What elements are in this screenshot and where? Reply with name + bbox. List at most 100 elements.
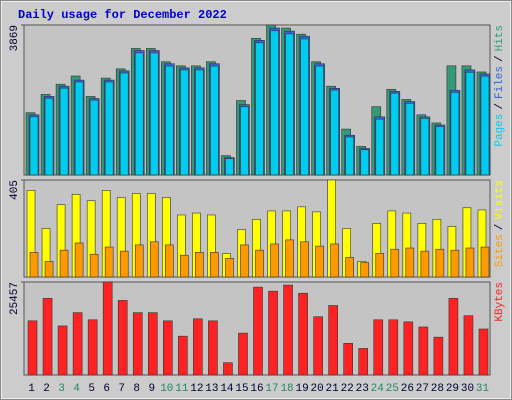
bar	[208, 320, 218, 376]
bar	[253, 286, 263, 376]
bar	[104, 246, 114, 278]
bar	[240, 244, 249, 278]
bar	[420, 118, 430, 176]
bar	[210, 65, 219, 176]
bar	[225, 158, 234, 176]
bar	[480, 246, 490, 278]
bar	[330, 89, 339, 176]
bar	[285, 33, 294, 176]
x-tick-label: 16	[250, 383, 263, 395]
legend-entry: Visits	[494, 180, 506, 220]
bar	[405, 247, 415, 278]
bar	[480, 75, 490, 176]
bar	[433, 336, 444, 376]
bar	[360, 262, 370, 278]
bar	[180, 69, 189, 176]
bar	[89, 253, 99, 278]
x-tick-label: 23	[356, 383, 369, 395]
bar	[283, 284, 293, 376]
bar	[255, 249, 264, 278]
legend-entry: Files	[494, 66, 506, 99]
bar	[418, 326, 429, 376]
bar	[315, 245, 324, 278]
bar	[300, 38, 309, 176]
bar	[165, 65, 174, 176]
bar	[465, 71, 475, 176]
bar	[119, 250, 129, 278]
bar	[59, 249, 69, 278]
bar	[74, 242, 84, 278]
bar	[463, 315, 474, 376]
y-tick-label: 25457	[9, 282, 21, 315]
x-tick-label: 18	[280, 383, 293, 395]
bar	[134, 244, 144, 278]
bar	[149, 52, 159, 176]
bar	[270, 243, 279, 278]
bar	[210, 252, 219, 278]
x-tick-label: 15	[235, 383, 248, 395]
legend-entry: Hits	[494, 25, 506, 51]
x-tick-label: 8	[133, 383, 140, 395]
bar	[119, 72, 129, 176]
bar	[104, 81, 114, 176]
x-tick-label: 19	[295, 383, 308, 395]
bar	[195, 252, 204, 278]
y-tick-label: 3869	[9, 25, 21, 51]
bar	[72, 312, 83, 376]
x-tick-label: 30	[461, 383, 474, 395]
x-tick-label: 29	[446, 383, 459, 395]
bar	[450, 249, 460, 278]
x-tick-label: 21	[326, 383, 340, 395]
bar	[360, 149, 370, 176]
bar	[345, 136, 354, 176]
bar	[74, 81, 84, 176]
x-tick-label: 14	[220, 383, 234, 395]
bar	[255, 42, 264, 176]
bar	[29, 116, 39, 176]
bar	[134, 52, 144, 176]
chart-title: Daily usage for December 2022	[18, 8, 227, 22]
x-tick-label: 22	[341, 383, 354, 395]
bar	[315, 65, 324, 176]
bar	[345, 257, 354, 278]
x-tick-label: 6	[103, 383, 110, 395]
x-tick-label: 28	[431, 383, 444, 395]
y-tick-label: 405	[9, 180, 21, 200]
x-tick-label: 1	[28, 383, 35, 395]
x-tick-label: 10	[160, 383, 173, 395]
bar	[435, 126, 445, 176]
bar	[147, 312, 158, 376]
bar	[403, 321, 414, 376]
x-tick-label: 17	[265, 383, 278, 395]
x-tick-label: 25	[386, 383, 399, 395]
legend: KBytes	[494, 282, 506, 322]
bar	[165, 244, 174, 278]
legend-separator: /	[494, 103, 506, 110]
bar	[240, 106, 249, 176]
bar	[42, 298, 53, 376]
x-tick-label: 24	[371, 383, 385, 395]
bar	[465, 247, 475, 278]
x-tick-label: 4	[73, 383, 80, 395]
bar	[195, 69, 204, 176]
bar	[313, 316, 323, 376]
bar	[270, 30, 279, 176]
x-tick-label: 27	[416, 383, 429, 395]
bar	[27, 320, 38, 376]
bar	[44, 261, 54, 278]
x-tick-label: 3	[58, 383, 65, 395]
x-tick-label: 26	[401, 383, 414, 395]
bar	[180, 254, 189, 278]
bar	[375, 252, 385, 278]
x-tick-label: 9	[148, 383, 155, 395]
bar	[87, 319, 98, 376]
bar	[300, 241, 309, 278]
bar	[178, 335, 188, 376]
bar	[343, 343, 353, 376]
bar	[149, 241, 159, 278]
bar	[448, 298, 459, 376]
x-tick-label: 2	[43, 383, 50, 395]
bar	[117, 300, 128, 376]
